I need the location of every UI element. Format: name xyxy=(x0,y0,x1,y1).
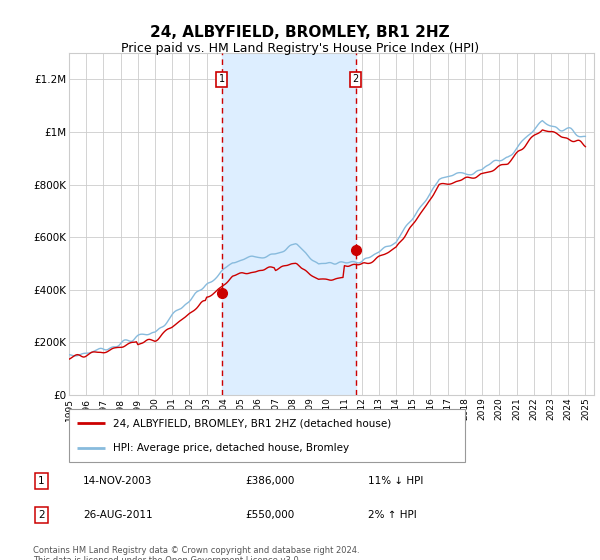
FancyBboxPatch shape xyxy=(69,409,465,462)
Text: 24, ALBYFIELD, BROMLEY, BR1 2HZ: 24, ALBYFIELD, BROMLEY, BR1 2HZ xyxy=(150,25,450,40)
Text: HPI: Average price, detached house, Bromley: HPI: Average price, detached house, Brom… xyxy=(113,442,349,452)
Text: 1: 1 xyxy=(218,74,225,85)
Text: 24, ALBYFIELD, BROMLEY, BR1 2HZ (detached house): 24, ALBYFIELD, BROMLEY, BR1 2HZ (detache… xyxy=(113,418,391,428)
Text: Price paid vs. HM Land Registry's House Price Index (HPI): Price paid vs. HM Land Registry's House … xyxy=(121,42,479,55)
Text: 2: 2 xyxy=(352,74,359,85)
Text: £550,000: £550,000 xyxy=(245,510,294,520)
Bar xyxy=(221,53,356,395)
Text: Contains HM Land Registry data © Crown copyright and database right 2024.
This d: Contains HM Land Registry data © Crown c… xyxy=(33,546,359,560)
Text: 2% ↑ HPI: 2% ↑ HPI xyxy=(368,510,416,520)
Text: 1: 1 xyxy=(38,476,44,486)
Text: 26-AUG-2011: 26-AUG-2011 xyxy=(83,510,153,520)
Text: 2: 2 xyxy=(38,510,44,520)
Text: £386,000: £386,000 xyxy=(245,476,295,486)
Text: 14-NOV-2003: 14-NOV-2003 xyxy=(83,476,152,486)
Text: 11% ↓ HPI: 11% ↓ HPI xyxy=(368,476,423,486)
